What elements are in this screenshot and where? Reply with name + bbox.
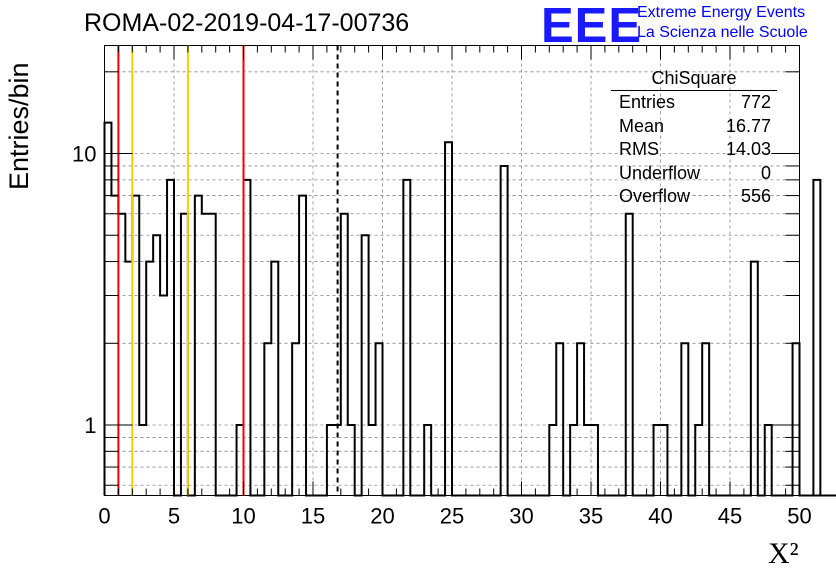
stats-title: ChiSquare bbox=[611, 68, 777, 91]
x-tick-label: 10 bbox=[231, 504, 255, 529]
x-tick-label: 20 bbox=[370, 504, 394, 529]
stats-row-rms: RMS 14.03 bbox=[611, 138, 777, 162]
y-tick-label: 10 bbox=[72, 142, 96, 167]
x-axis-ticks: 0 5 10 15 20 25 30 35 40 45 50 bbox=[98, 45, 812, 529]
stats-label: Mean bbox=[619, 115, 665, 136]
y-axis-ticks: 1 10 bbox=[72, 71, 800, 486]
eee-logo: EEE bbox=[541, 0, 643, 53]
x-tick-label: 50 bbox=[787, 504, 811, 529]
x-axis-label: X² bbox=[768, 537, 799, 570]
chart-title: ROMA-02-2019-04-17-00736 bbox=[84, 9, 410, 37]
stats-label: Overflow bbox=[619, 186, 691, 206]
x-tick-label: 40 bbox=[648, 504, 672, 529]
stats-label: Underflow bbox=[619, 162, 701, 183]
stats-value: 772 bbox=[740, 92, 771, 112]
stats-row-underflow: Underflow 0 bbox=[611, 162, 777, 186]
x-tick-label: 35 bbox=[579, 504, 603, 529]
x-tick-label: 25 bbox=[440, 504, 464, 529]
stats-label: RMS bbox=[619, 139, 659, 159]
y-axis-label: Entries/bin bbox=[4, 62, 34, 190]
x-tick-label: 15 bbox=[301, 504, 325, 529]
stats-row-entries: Entries 772 bbox=[611, 91, 777, 115]
stats-label: Entries bbox=[619, 92, 676, 112]
marker-lines bbox=[117, 45, 339, 496]
stats-value: 16.77 bbox=[725, 115, 771, 136]
logo-line-2: La Scienza nelle Scuole bbox=[637, 24, 808, 41]
stats-row-mean: Mean 16.77 bbox=[611, 115, 777, 139]
stats-value: 14.03 bbox=[725, 139, 771, 159]
x-tick-label: 5 bbox=[168, 504, 180, 529]
stats-box: ChiSquare Entries 772 Mean 16.77 RMS 14.03 … bbox=[611, 68, 777, 209]
x-tick-label: 30 bbox=[509, 504, 533, 529]
stats-value: 0 bbox=[760, 162, 771, 183]
stats-value: 556 bbox=[740, 186, 771, 206]
x-tick-label: 45 bbox=[718, 504, 742, 529]
y-tick-label: 1 bbox=[84, 413, 96, 438]
stats-row-overflow: Overflow 556 bbox=[611, 185, 777, 209]
logo-line-1: Extreme Energy Events bbox=[637, 4, 806, 21]
x-tick-label: 0 bbox=[98, 504, 110, 529]
